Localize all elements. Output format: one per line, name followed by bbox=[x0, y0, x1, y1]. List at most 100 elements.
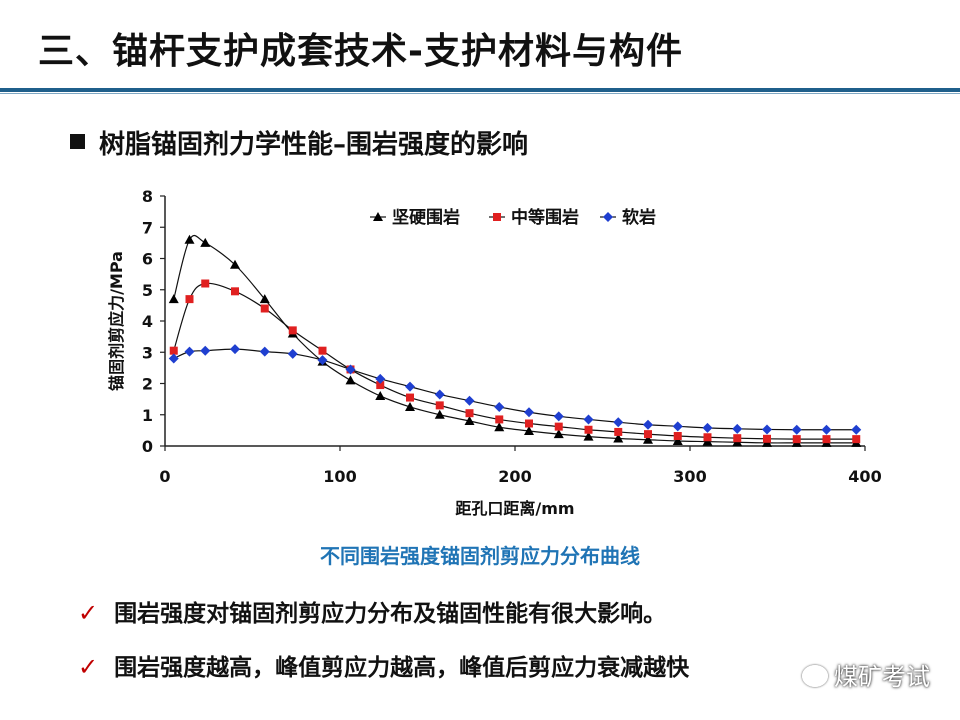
checkmark-icon: ✓ bbox=[78, 599, 99, 627]
data-point-diamond bbox=[672, 421, 683, 432]
data-point-diamond bbox=[851, 424, 862, 435]
y-tick-label: 2 bbox=[142, 375, 153, 394]
data-point-triangle bbox=[405, 401, 415, 411]
data-point-triangle bbox=[434, 409, 445, 419]
data-point-diamond bbox=[345, 364, 356, 375]
data-point-square bbox=[703, 433, 712, 442]
data-point-diamond bbox=[200, 345, 211, 356]
series-line-2 bbox=[173, 348, 857, 431]
section-heading-text: 树脂锚固剂力学性能–围岩强度的影响 bbox=[99, 130, 529, 160]
legend-label: 软岩 bbox=[622, 207, 656, 228]
x-tick-label: 100 bbox=[323, 467, 356, 486]
data-point-square bbox=[169, 346, 178, 355]
data-point-square bbox=[822, 435, 831, 444]
list-item: ✓ 围岩强度越高，峰值剪应力越高，峰值后剪应力衰减越快 bbox=[78, 648, 689, 702]
data-point-triangle bbox=[672, 436, 683, 445]
data-point-diamond bbox=[434, 389, 445, 400]
data-point-diamond bbox=[375, 373, 386, 384]
data-point-square bbox=[201, 279, 210, 288]
data-point-triangle bbox=[259, 294, 270, 304]
data-point-diamond bbox=[762, 424, 772, 435]
legend-marker-triangle bbox=[373, 212, 383, 221]
data-point-diamond bbox=[732, 423, 743, 434]
data-point-triangle bbox=[464, 416, 475, 425]
title-divider bbox=[0, 88, 960, 92]
y-tick-label: 1 bbox=[142, 406, 153, 425]
data-point-square bbox=[260, 304, 269, 313]
data-point-square bbox=[231, 287, 239, 296]
data-point-triangle bbox=[345, 375, 356, 385]
data-point-diamond bbox=[230, 344, 240, 355]
data-point-diamond bbox=[317, 355, 328, 366]
legend-marker-square bbox=[493, 213, 501, 221]
data-point-square bbox=[376, 381, 385, 390]
conclusion-list: ✓ 围岩强度对锚固剂剪应力分布及锚固性能有很大影响。 ✓ 围岩强度越高，峰值剪应力越… bbox=[78, 594, 689, 702]
data-point-triangle bbox=[613, 433, 624, 443]
data-point-diamond bbox=[583, 414, 594, 425]
data-point-square bbox=[614, 427, 623, 436]
data-point-triangle bbox=[553, 429, 564, 439]
y-tick-label: 5 bbox=[142, 281, 153, 300]
data-point-diamond bbox=[259, 346, 270, 357]
data-point-triangle bbox=[200, 237, 211, 247]
data-point-square bbox=[406, 393, 414, 402]
data-point-diamond bbox=[184, 346, 195, 357]
data-point-diamond bbox=[702, 422, 713, 433]
data-point-square bbox=[495, 415, 504, 424]
shear-stress-chart: 0 1 2 3 4 5 6 7 8 0 100 200 300 400 距孔口距离/mm 锚固剂剪应力/MPa… bbox=[0, 170, 960, 540]
x-axis-title: 距孔口距离/mm bbox=[455, 499, 574, 518]
data-point-triangle bbox=[230, 259, 240, 269]
data-point-diamond bbox=[464, 395, 475, 406]
data-point-diamond bbox=[613, 417, 624, 428]
x-tick-label: 200 bbox=[498, 467, 531, 486]
data-point-square bbox=[465, 409, 474, 418]
data-point-square bbox=[673, 432, 682, 440]
x-tick-label: 400 bbox=[848, 467, 881, 486]
data-point-square bbox=[435, 401, 444, 410]
x-tick-label: 300 bbox=[673, 467, 706, 486]
data-point-square bbox=[792, 435, 801, 444]
data-point-diamond bbox=[168, 353, 179, 364]
data-point-triangle bbox=[494, 422, 505, 432]
checkmark-icon: ✓ bbox=[78, 653, 99, 681]
data-point-triangle bbox=[375, 391, 386, 400]
y-tick-label: 8 bbox=[142, 187, 153, 206]
data-point-triangle bbox=[168, 294, 179, 304]
data-point-square bbox=[525, 419, 533, 428]
series-line-1 bbox=[173, 282, 857, 440]
watermark-text: 煤矿考试 bbox=[834, 663, 930, 691]
series-line-0 bbox=[173, 234, 857, 444]
y-axis-title: 锚固剂剪应力/MPa bbox=[107, 251, 126, 391]
legend-label: 中等围岩 bbox=[511, 207, 579, 228]
data-point-triangle bbox=[643, 434, 653, 444]
watermark: 煤矿考试 bbox=[802, 657, 930, 692]
data-point-diamond bbox=[821, 424, 832, 435]
data-point-square bbox=[185, 295, 194, 304]
data-point-diamond bbox=[791, 424, 802, 435]
data-point-square bbox=[733, 434, 742, 443]
list-item-text: 围岩强度越高，峰值剪应力越高，峰值后剪应力衰减越快 bbox=[114, 655, 690, 681]
data-point-square bbox=[288, 326, 297, 335]
data-point-triangle bbox=[524, 426, 534, 435]
data-point-diamond bbox=[494, 401, 505, 412]
x-tick-label: 0 bbox=[159, 467, 170, 486]
data-point-square bbox=[763, 434, 771, 443]
legend-label: 坚硬围岩 bbox=[392, 207, 460, 228]
data-point-square bbox=[584, 425, 593, 434]
y-tick-label: 7 bbox=[142, 218, 153, 237]
chart-canvas: 0 1 2 3 4 5 6 7 8 0 100 200 300 400 距孔口距离/mm 锚固剂剪应力/MPa… bbox=[107, 187, 882, 518]
list-item: ✓ 围岩强度对锚固剂剪应力分布及锚固性能有很大影响。 bbox=[78, 594, 689, 648]
data-point-diamond bbox=[524, 407, 534, 418]
data-point-diamond bbox=[405, 381, 415, 392]
data-point-diamond bbox=[643, 419, 653, 430]
wechat-icon bbox=[802, 665, 828, 687]
y-tick-label: 3 bbox=[142, 343, 153, 362]
square-bullet-icon bbox=[70, 134, 85, 149]
data-point-diamond bbox=[553, 411, 564, 422]
data-point-square bbox=[852, 435, 861, 444]
y-tick-label: 6 bbox=[142, 250, 153, 269]
chart-caption: 不同围岩强度锚固剂剪应力分布曲线 bbox=[320, 544, 640, 568]
section-heading: 树脂锚固剂力学性能–围岩强度的影响 bbox=[70, 124, 528, 161]
y-tick-label: 4 bbox=[142, 312, 153, 331]
legend-marker-diamond bbox=[603, 212, 613, 222]
